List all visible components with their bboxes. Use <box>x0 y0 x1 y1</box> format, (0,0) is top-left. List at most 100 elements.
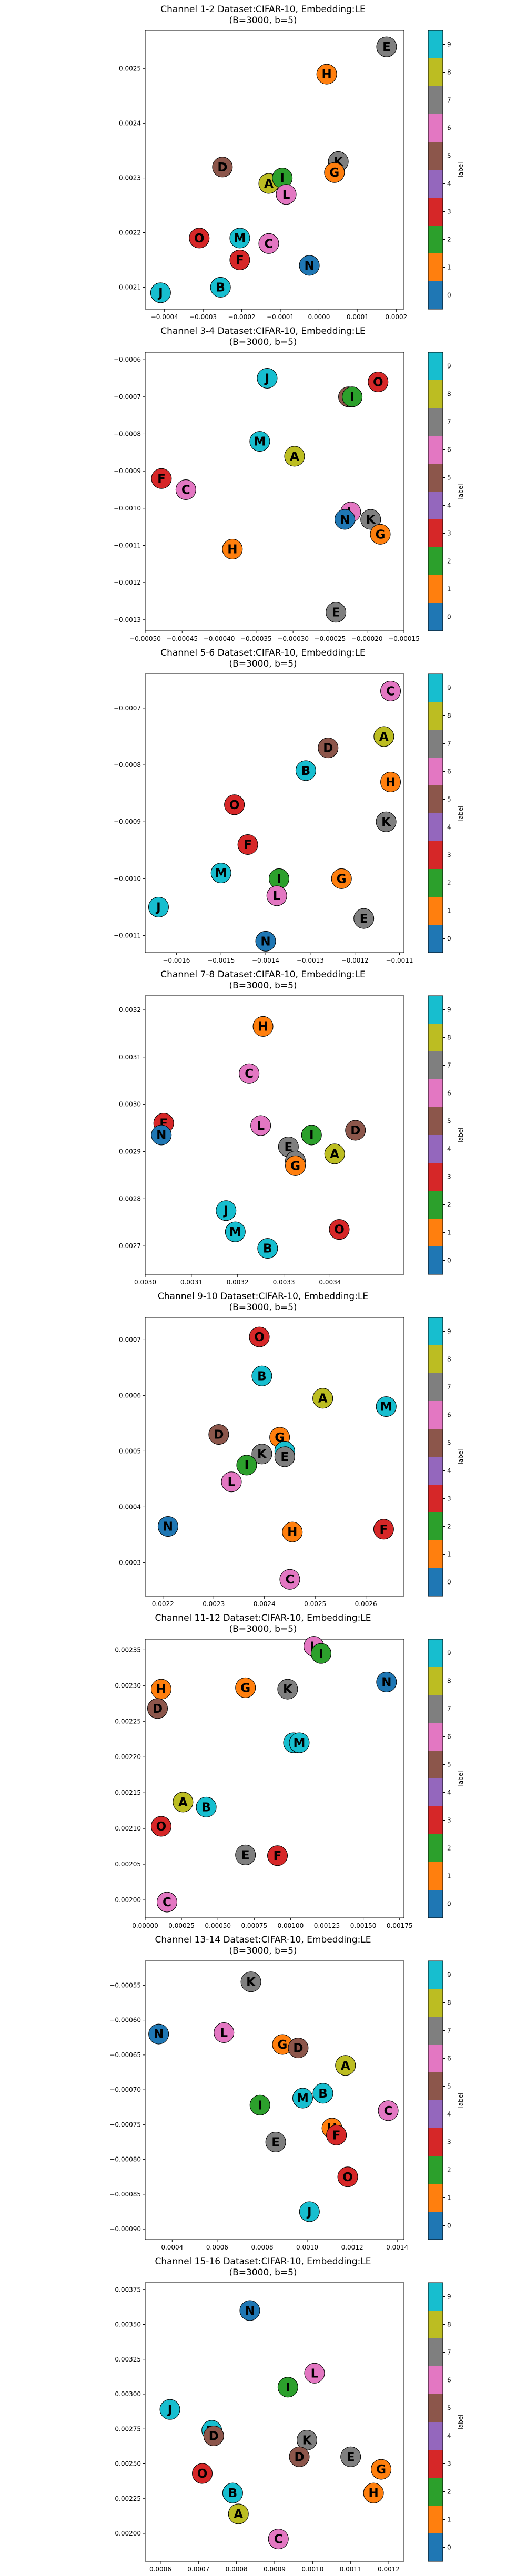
colorbar-tick-label: 1 <box>447 2194 451 2202</box>
data-point-label: A <box>330 1148 339 1161</box>
data-point-marker <box>276 184 297 205</box>
chart-title: Channel 13-14 Dataset:CIFAR-10, Embeddin… <box>0 1935 526 1957</box>
data-point-label: H <box>156 1683 166 1696</box>
colorbar-segment <box>428 114 443 142</box>
colorbar-tick-label: 3 <box>447 1817 451 1824</box>
data-point-label: C <box>384 2104 393 2118</box>
data-point-label: G <box>329 166 339 180</box>
colorbar-tick-label: 9 <box>447 1650 451 1657</box>
data-point-label: A <box>178 1796 188 1810</box>
colorbar-tick-label: 4 <box>447 2432 451 2440</box>
colorbar-segment <box>428 575 443 603</box>
colorbar-segment <box>428 1163 443 1191</box>
colorbar-tick-label: 8 <box>447 2321 451 2328</box>
colorbar-segment <box>428 2184 443 2212</box>
data-point-marker <box>222 539 243 560</box>
data-point-marker <box>368 372 389 393</box>
colorbar-label: label <box>457 1449 464 1464</box>
data-point-label: D <box>209 2430 219 2444</box>
data-point-label: E <box>360 912 368 926</box>
data-point-label: K <box>283 1683 293 1696</box>
data-point: N <box>148 2023 169 2045</box>
colorbar-tick-label: 2 <box>447 1523 451 1530</box>
data-point-marker <box>255 931 276 952</box>
data-point-label: E <box>332 606 340 620</box>
data-point: D <box>208 1424 229 1445</box>
y-tick-label: 0.0021 <box>119 283 141 291</box>
data-point-label: B <box>301 764 311 778</box>
axes-frame <box>145 1639 404 1918</box>
colorbar-segment <box>428 1806 443 1834</box>
data-point-label: I <box>258 2099 262 2112</box>
colorbar-segment <box>428 2478 443 2506</box>
colorbar-segment <box>428 1862 443 1890</box>
data-point: B <box>312 2083 333 2104</box>
data-point: O <box>224 794 245 815</box>
chart-title-line: Channel 7-8 Dataset:CIFAR-10, Embedding:… <box>160 969 366 980</box>
data-point-marker <box>360 509 381 530</box>
colorbar-tick-label: 3 <box>447 530 451 537</box>
colorbar-segment <box>428 1512 443 1540</box>
data-point-marker <box>353 908 375 929</box>
data-point: A <box>373 726 394 747</box>
colorbar-segment <box>428 1890 443 1918</box>
scatter-plot: −0.00050 −0.00045 −0.00040 −0.00035 −0.00030… <box>114 352 464 642</box>
data-point: H <box>380 772 401 793</box>
data-point-label: G <box>278 2038 288 2052</box>
colorbar-tick-label: 8 <box>447 1356 451 1363</box>
colorbar-segment <box>428 1317 443 1345</box>
data-point-marker <box>289 2446 310 2467</box>
colorbar-tick-label: 6 <box>447 125 451 132</box>
colorbar-tick-label: 6 <box>447 446 451 454</box>
data-point-marker <box>203 2426 224 2446</box>
data-point-label: K <box>381 815 391 829</box>
data-point-label: H <box>287 1526 297 1539</box>
chart-panel: Channel 9-10 Dataset:CIFAR-10, Embedding… <box>0 1287 526 1609</box>
data-point: C <box>258 233 279 254</box>
chart-title-line: Channel 1-2 Dataset:CIFAR-10, Embedding:… <box>160 4 366 15</box>
data-point-marker <box>285 1155 306 1176</box>
data-point: E <box>340 2446 361 2467</box>
x-tick-label: −0.00035 <box>240 635 272 642</box>
y-tick-label: 0.0027 <box>119 1242 141 1250</box>
y-tick-label: 0.00250 <box>115 2460 141 2468</box>
data-point: F <box>229 249 250 270</box>
x-tick-label: 0.0025 <box>304 1600 326 1608</box>
data-point: E <box>274 1446 295 1467</box>
data-point: K <box>376 811 397 832</box>
data-point: G <box>331 868 352 889</box>
data-point-label: O <box>373 376 383 390</box>
data-point-label: K <box>302 2434 312 2447</box>
colorbar-tick-label: 3 <box>447 852 451 859</box>
data-point-label: F <box>274 1849 282 1863</box>
colorbar-segment <box>428 2017 443 2045</box>
chart-title-line: Channel 13-14 Dataset:CIFAR-10, Embeddin… <box>155 1935 371 1945</box>
data-point: K <box>297 2429 317 2450</box>
y-tick-label: 0.0004 <box>119 1503 141 1510</box>
colorbar-segment <box>428 603 443 631</box>
y-tick-label: 0.0029 <box>119 1148 141 1155</box>
data-point-label: D <box>294 2450 304 2464</box>
chart-title: Channel 9-10 Dataset:CIFAR-10, Embedding… <box>0 1291 526 1313</box>
data-point: D <box>212 157 233 178</box>
data-point-label: A <box>318 1392 328 1406</box>
data-point: M <box>249 431 270 452</box>
data-point-marker <box>175 479 196 500</box>
data-point-label: L <box>220 2026 228 2040</box>
colorbar-tick-label: 9 <box>447 41 451 48</box>
data-point-label: J <box>167 2403 173 2417</box>
y-tick-label: −0.0012 <box>114 579 141 586</box>
chart-title: Channel 11-12 Dataset:CIFAR-10, Embeddin… <box>0 1613 526 1635</box>
data-point-marker <box>252 1016 274 1037</box>
colorbar-segment <box>428 702 443 730</box>
data-point-label: I <box>277 872 281 886</box>
y-tick-label: −0.0013 <box>114 616 141 623</box>
colorbar-tick-label: 0 <box>447 1579 451 1586</box>
data-point: I <box>249 2094 270 2115</box>
data-point-label: O <box>197 2467 208 2481</box>
scatter-plot: −0.0004 −0.0003 −0.0002 −0.0001 0.0000 0.0001… <box>119 30 464 321</box>
chart-title-line: Channel 5-6 Dataset:CIFAR-10, Embedding:… <box>160 648 366 658</box>
data-point-marker <box>224 794 245 815</box>
data-point: J <box>150 282 171 303</box>
x-tick-label: 0.0002 <box>385 313 407 321</box>
